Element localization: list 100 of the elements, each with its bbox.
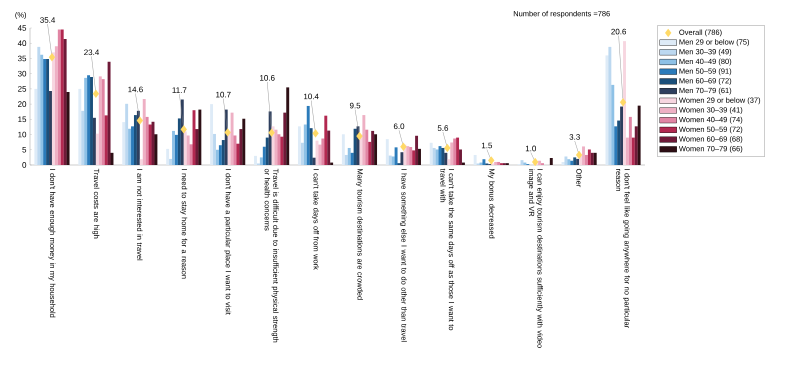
- point: [356, 132, 363, 140]
- bar: [169, 158, 172, 165]
- bar: [140, 159, 143, 165]
- point: [620, 98, 626, 106]
- bar: [394, 147, 398, 165]
- bar: [87, 75, 90, 165]
- bar: [538, 160, 542, 165]
- bar: [626, 138, 629, 165]
- bar: [104, 115, 108, 165]
- bar: [134, 115, 137, 165]
- bar: [344, 154, 348, 165]
- bar: [148, 124, 152, 165]
- bar: [166, 148, 170, 165]
- bar: [216, 150, 219, 165]
- point: [576, 150, 582, 160]
- bar: [283, 112, 286, 165]
- point: [532, 158, 538, 166]
- bar: [342, 134, 345, 165]
- bar: [605, 55, 608, 165]
- bar: [365, 130, 368, 165]
- bar: [418, 148, 421, 165]
- bar: [58, 30, 61, 165]
- bar: [386, 139, 389, 165]
- bar: [590, 152, 594, 165]
- bar: [497, 162, 500, 165]
- bar: [210, 104, 214, 165]
- bar: [415, 136, 418, 165]
- bar: [582, 146, 585, 165]
- bar: [254, 156, 257, 165]
- bar: [321, 138, 324, 165]
- bar: [90, 77, 93, 165]
- bar: [494, 162, 498, 165]
- bar: [584, 154, 588, 165]
- point: [444, 144, 451, 152]
- point: [224, 128, 231, 137]
- bar: [154, 134, 158, 165]
- bar: [474, 154, 477, 165]
- bar: [239, 129, 242, 165]
- bar: [564, 156, 568, 165]
- bar: [78, 88, 82, 165]
- bar: [174, 134, 178, 165]
- point: [180, 125, 187, 134]
- point: [400, 142, 407, 151]
- bar: [260, 157, 263, 165]
- bar: [628, 116, 632, 165]
- bar: [371, 130, 374, 165]
- bar: [198, 110, 202, 165]
- bar: [125, 104, 128, 165]
- bar: [350, 152, 354, 165]
- bar: [562, 162, 564, 165]
- bar: [318, 144, 322, 165]
- bar: [34, 88, 38, 165]
- bar: [550, 158, 553, 165]
- point: [92, 90, 100, 98]
- bar: [438, 146, 442, 165]
- bar: [152, 122, 154, 165]
- bar: [444, 152, 448, 165]
- point: [48, 53, 56, 62]
- point: [488, 156, 494, 165]
- bar: [54, 46, 58, 165]
- bar: [190, 144, 193, 165]
- bar: [110, 152, 114, 165]
- bar: [64, 38, 67, 165]
- bar: [236, 144, 240, 165]
- bar: [274, 130, 278, 165]
- bar: [98, 76, 102, 165]
- bar: [453, 138, 456, 165]
- bar: [49, 91, 52, 165]
- bar: [52, 52, 55, 165]
- bar: [298, 126, 301, 165]
- bar: [638, 106, 641, 165]
- bar: [262, 146, 266, 165]
- bar: [213, 134, 216, 165]
- bar: [623, 41, 626, 165]
- point: [312, 129, 319, 138]
- bar: [374, 134, 378, 165]
- bar: [324, 116, 328, 165]
- bar: [304, 124, 307, 165]
- bar: [242, 118, 246, 165]
- bar: [280, 136, 284, 165]
- bar: [406, 146, 410, 165]
- bar: [567, 159, 570, 165]
- bar: [432, 148, 436, 165]
- bar: [354, 128, 357, 165]
- bar: [172, 130, 175, 165]
- bar: [617, 120, 620, 165]
- bar: [312, 158, 316, 165]
- bar: [447, 159, 450, 165]
- bar: [400, 152, 404, 165]
- bar: [186, 135, 190, 165]
- bar: [459, 149, 462, 165]
- bar: [520, 160, 524, 165]
- bar: [84, 78, 88, 165]
- bar: [310, 128, 313, 165]
- bar: [66, 92, 70, 165]
- bar: [46, 59, 50, 165]
- bar: [300, 142, 304, 165]
- bar: [277, 134, 280, 165]
- bar: [92, 118, 96, 165]
- bar: [178, 118, 181, 165]
